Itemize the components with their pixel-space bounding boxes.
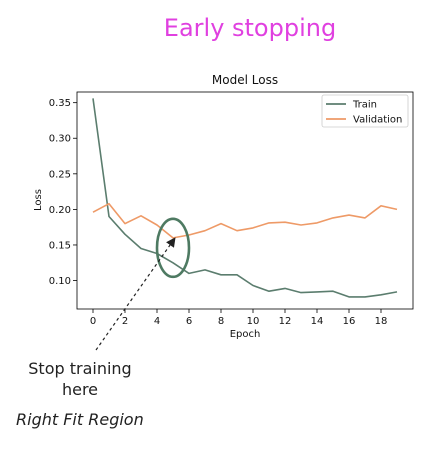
y-tick-label: 0.35 <box>49 98 71 109</box>
series-line-validation <box>92 202 398 239</box>
figure-title: Early stopping <box>163 14 337 42</box>
x-tick-label: 4 <box>154 316 160 327</box>
series-line-train <box>92 98 398 298</box>
chart-title: Model Loss <box>212 73 278 87</box>
x-tick-label: 14 <box>311 316 324 327</box>
annotation-arrow <box>95 237 176 351</box>
x-tick-label: 16 <box>343 316 356 327</box>
x-tick-label: 8 <box>218 316 224 327</box>
legend-label: Validation <box>353 115 402 126</box>
x-tick-label: 18 <box>375 316 388 327</box>
x-tick-label: 0 <box>90 316 96 327</box>
right-fit-region-label: Right Fit Region <box>16 410 144 429</box>
y-tick-label: 0.15 <box>49 240 71 251</box>
series-lines <box>92 98 398 298</box>
y-tick-label: 0.10 <box>49 276 71 287</box>
x-tick-label: 12 <box>279 316 292 327</box>
x-tick-label: 2 <box>122 316 128 327</box>
plot-frame <box>76 91 414 310</box>
x-axis-label: Epoch <box>230 329 261 340</box>
right-fit-ellipse <box>155 217 191 279</box>
legend-label: Train <box>352 100 377 111</box>
y-tick-label: 0.20 <box>49 205 71 216</box>
x-tick-label: 10 <box>247 316 260 327</box>
y-tick-label: 0.30 <box>49 134 71 145</box>
y-tick-label: 0.25 <box>49 169 71 180</box>
stop-training-note: Stop training here <box>28 359 132 399</box>
legend: Train Validation <box>321 94 409 128</box>
y-axis-label: Loss <box>33 189 44 211</box>
axis-ticks: 0 2 4 6 8 10 12 14 16 18 0.10 0.15 0.20 0.25 0.30 0.35 <box>49 98 388 327</box>
x-tick-label: 6 <box>186 316 192 327</box>
